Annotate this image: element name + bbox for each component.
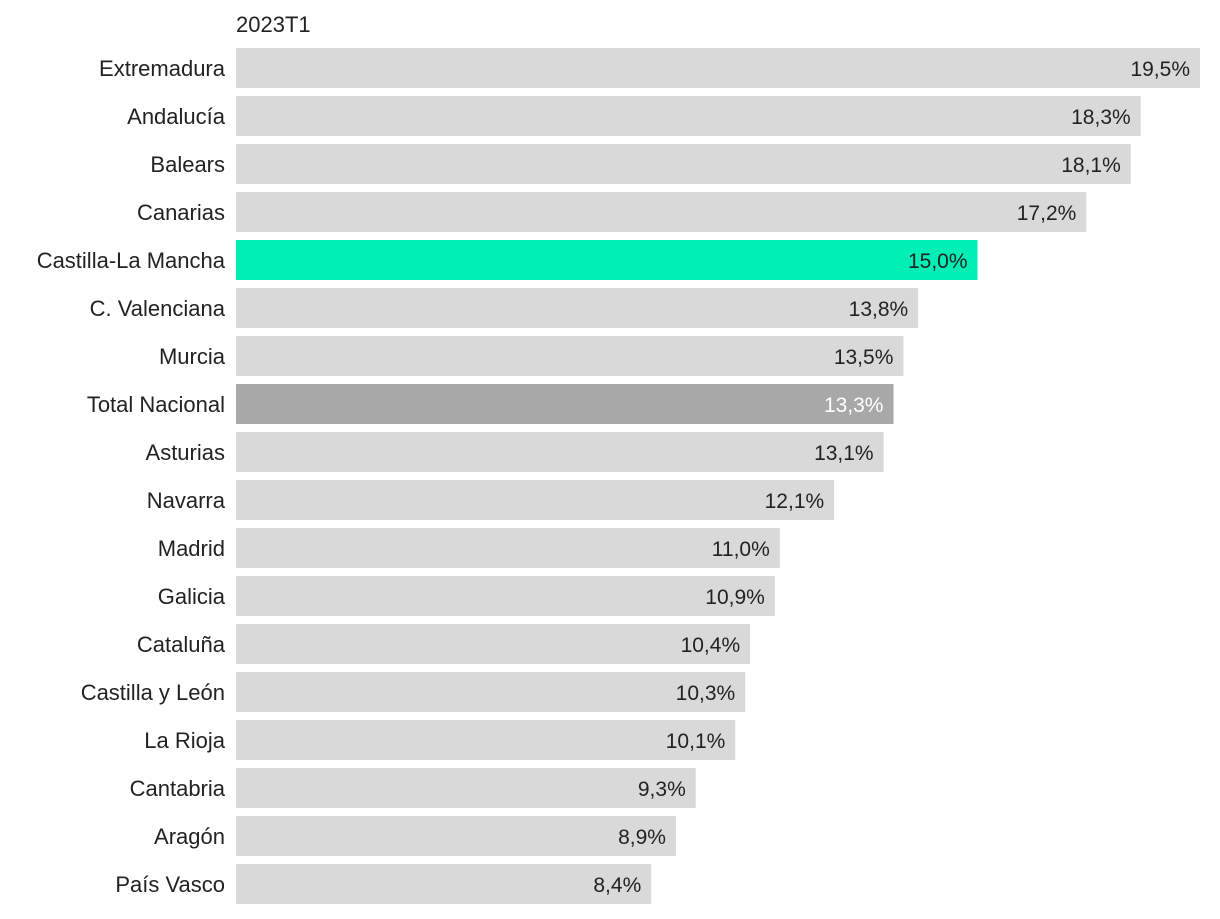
value-label-balears: 18,1%: [1061, 154, 1121, 177]
bar-andalucia: [236, 96, 1141, 136]
category-label-madrid: Madrid: [158, 536, 225, 561]
category-label-c-valenciana: C. Valenciana: [90, 296, 226, 321]
category-label-cataluna: Cataluña: [137, 632, 226, 657]
category-label-galicia: Galicia: [158, 584, 226, 609]
value-label-madrid: 11,0%: [712, 538, 770, 561]
bar-balears: [236, 144, 1131, 184]
bar-castilla-y-leon: [236, 672, 746, 712]
category-label-navarra: Navarra: [147, 488, 226, 513]
value-label-asturias: 13,1%: [814, 442, 874, 465]
category-label-asturias: Asturias: [146, 440, 225, 465]
bar-galicia: [236, 576, 775, 616]
value-label-extremadura: 19,5%: [1130, 58, 1190, 81]
category-label-cantabria: Cantabria: [130, 776, 226, 801]
value-label-total-nacional: 13,3%: [824, 394, 884, 417]
category-label-murcia: Murcia: [159, 344, 226, 369]
value-label-la-rioja: 10,1%: [666, 730, 726, 753]
value-label-castilla-y-leon: 10,3%: [676, 682, 736, 705]
category-label-extremadura: Extremadura: [99, 56, 226, 81]
bar-murcia: [236, 336, 904, 376]
bar-la-rioja: [236, 720, 736, 760]
category-label-pais-vasco: País Vasco: [115, 872, 225, 897]
value-label-canarias: 17,2%: [1017, 202, 1077, 225]
value-label-navarra: 12,1%: [765, 490, 825, 513]
value-label-cantabria: 9,3%: [638, 778, 686, 801]
category-label-total-nacional: Total Nacional: [87, 392, 225, 417]
bar-aragon: [236, 816, 676, 856]
bar-asturias: [236, 432, 884, 472]
value-label-castilla-la-mancha: 15,0%: [908, 250, 968, 273]
value-label-murcia: 13,5%: [834, 346, 894, 369]
value-label-pais-vasco: 8,4%: [593, 874, 641, 897]
bars-group: Extremadura 19,5% Andalucía 18,3% Balears 18,…: [37, 48, 1200, 904]
bar-castilla-la-mancha: [236, 240, 978, 280]
value-label-c-valenciana: 13,8%: [849, 298, 909, 321]
bar-cantabria: [236, 768, 696, 808]
value-label-galicia: 10,9%: [705, 586, 765, 609]
value-label-aragon: 8,9%: [618, 826, 666, 849]
bar-madrid: [236, 528, 780, 568]
bar-extremadura: [236, 48, 1200, 88]
category-label-la-rioja: La Rioja: [144, 728, 225, 753]
bar-total-nacional: [236, 384, 894, 424]
bar-pais-vasco: [236, 864, 652, 904]
category-label-castilla-y-leon: Castilla y León: [81, 680, 225, 705]
value-label-cataluna: 10,4%: [681, 634, 741, 657]
bar-navarra: [236, 480, 835, 520]
category-label-canarias: Canarias: [137, 200, 225, 225]
category-label-castilla-la-mancha: Castilla-La Mancha: [37, 248, 226, 273]
bar-c-valenciana: [236, 288, 919, 328]
bar-cataluna: [236, 624, 751, 664]
category-label-andalucia: Andalucía: [127, 104, 226, 129]
period-label: 2023T1: [236, 12, 311, 37]
category-label-balears: Balears: [150, 152, 225, 177]
value-label-andalucia: 18,3%: [1071, 106, 1131, 129]
category-label-aragon: Aragón: [154, 824, 225, 849]
bar-canarias: [236, 192, 1087, 232]
